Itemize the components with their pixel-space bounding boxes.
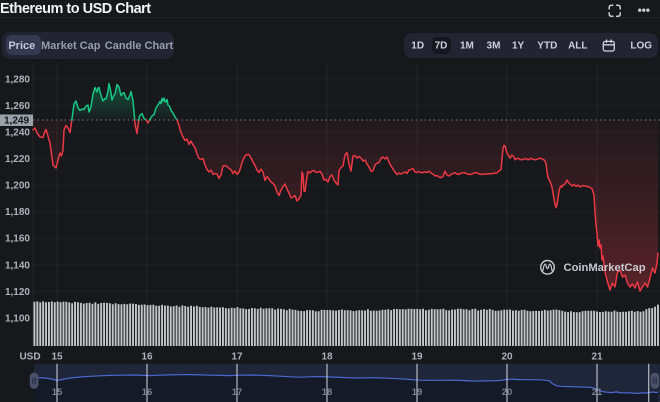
svg-text:1,280: 1,280	[5, 75, 30, 86]
svg-text:1,120: 1,120	[5, 287, 30, 298]
svg-text:18: 18	[321, 352, 333, 363]
svg-text:1,260: 1,260	[5, 101, 30, 112]
svg-text:20: 20	[501, 352, 513, 363]
svg-text:21: 21	[591, 352, 603, 363]
svg-text:18: 18	[322, 387, 333, 398]
svg-text:16: 16	[141, 352, 153, 363]
svg-text:15: 15	[51, 352, 63, 363]
svg-text:16: 16	[142, 387, 153, 398]
svg-text:1,140: 1,140	[5, 260, 30, 271]
svg-text:19: 19	[411, 352, 423, 363]
svg-text:17: 17	[232, 387, 243, 398]
svg-text:USD: USD	[19, 352, 40, 363]
svg-text:CoinMarketCap: CoinMarketCap	[564, 262, 646, 274]
svg-text:1,160: 1,160	[5, 234, 30, 245]
svg-text:1,240: 1,240	[5, 128, 30, 139]
svg-text:17: 17	[231, 352, 243, 363]
svg-text:21: 21	[592, 387, 603, 398]
svg-text:1,180: 1,180	[5, 207, 30, 218]
svg-text:19: 19	[412, 387, 423, 398]
svg-text:1,100: 1,100	[5, 313, 30, 324]
svg-text:15: 15	[52, 387, 63, 398]
svg-text:1,249: 1,249	[4, 116, 29, 127]
svg-text:1,220: 1,220	[5, 154, 30, 165]
svg-text:20: 20	[502, 387, 513, 398]
svg-text:1,200: 1,200	[5, 181, 30, 192]
